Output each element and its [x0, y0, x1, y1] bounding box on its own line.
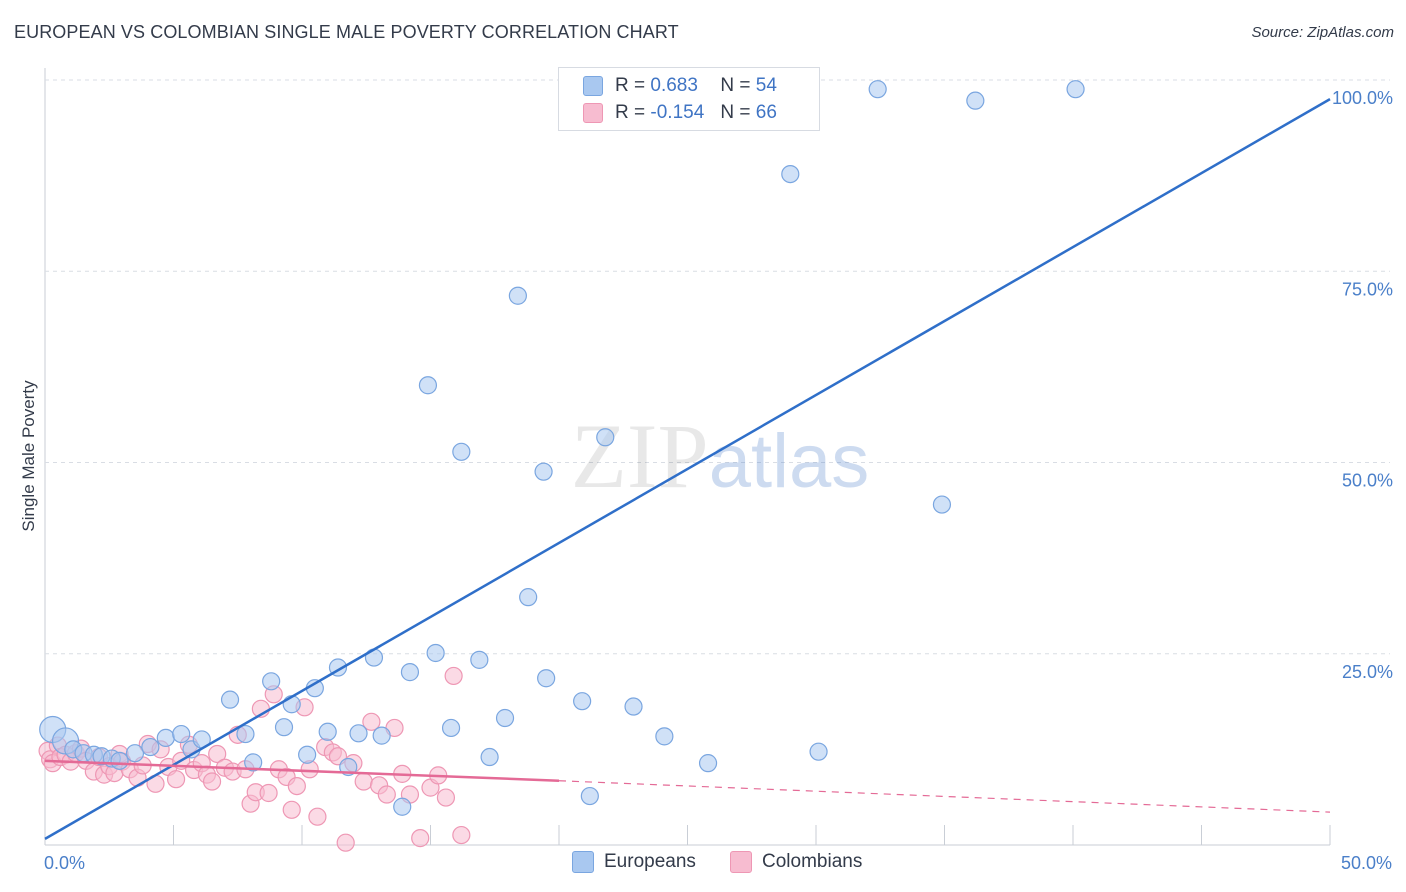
europeans-point — [393, 797, 412, 816]
europeans-point — [236, 724, 255, 744]
colombians-point — [354, 772, 373, 791]
x-axis-ticks — [173, 825, 1331, 845]
correlation-legend: R = 0.683 N = 54 R = -0.154 N = 66 — [558, 67, 820, 131]
colombians-point — [377, 785, 396, 804]
europeans-point — [426, 643, 445, 663]
colombians-point — [362, 712, 381, 731]
europeans-point — [282, 695, 301, 714]
europeans-point — [698, 754, 718, 773]
legend-n-value: 54 — [755, 75, 777, 96]
europeans-point — [932, 495, 952, 514]
colombians-point — [308, 807, 327, 826]
colombians-point — [259, 783, 278, 803]
europeans-point — [156, 728, 175, 748]
europeans-point — [495, 708, 515, 728]
colombians-label: Colombians — [762, 851, 863, 872]
bottom-legend-colombians: Colombians — [730, 851, 862, 873]
y-tick-label: 100.0% — [1332, 88, 1393, 108]
colombians-swatch — [583, 103, 603, 123]
y-tick-label: 50.0% — [1342, 471, 1393, 491]
europeans-point — [966, 91, 985, 110]
y-tick-label: 25.0% — [1342, 662, 1393, 682]
x-tick-label-max: 50.0% — [1341, 853, 1392, 873]
colombians-point — [166, 770, 186, 789]
europeans-point — [274, 718, 294, 737]
europeans-point — [418, 376, 438, 395]
europeans-point — [508, 286, 527, 305]
legend-n-value: 66 — [755, 102, 777, 123]
europeans-point — [372, 726, 391, 745]
europeans-point — [655, 727, 674, 746]
europeans-point — [298, 745, 317, 764]
europeans-point — [1066, 80, 1085, 99]
europeans-point — [220, 690, 240, 709]
europeans-trendline — [44, 98, 1331, 840]
colombians-point — [336, 833, 355, 852]
europeans-points — [39, 80, 1085, 816]
europeans-point — [125, 744, 145, 763]
chart-title: EUROPEAN VS COLOMBIAN SINGLE MALE POVERT… — [14, 22, 679, 42]
legend-r-label: R = — [615, 102, 646, 123]
europeans-point — [781, 164, 800, 184]
colombians-trendline-extension — [558, 780, 1331, 813]
colombians-point — [282, 800, 301, 819]
europeans-point — [262, 672, 281, 691]
trend-lines — [44, 98, 1331, 840]
europeans-point — [452, 442, 471, 461]
legend-row-europeans: R = 0.683 N = 54 — [583, 74, 777, 98]
europeans-point — [400, 663, 420, 682]
y-axis-label: Single Male Poverty — [19, 380, 38, 532]
europeans-point — [537, 669, 556, 688]
europeans-point — [580, 786, 599, 806]
colombians-point — [202, 772, 222, 791]
colombians-point — [436, 788, 456, 807]
europeans-point — [534, 462, 553, 481]
source-label: Source: ZipAtlas.com — [1251, 24, 1394, 41]
colombians-point — [452, 825, 471, 845]
legend-r-value: 0.683 — [650, 75, 698, 96]
europeans-label: Europeans — [604, 851, 696, 872]
europeans-point — [349, 724, 368, 743]
europeans-swatch — [572, 851, 594, 873]
europeans-point — [624, 697, 643, 716]
europeans-swatch — [583, 76, 603, 96]
europeans-point — [110, 751, 129, 770]
watermark: ZIPatlas — [571, 405, 870, 507]
europeans-point — [141, 737, 160, 757]
europeans-point — [868, 80, 887, 99]
europeans-point — [318, 722, 337, 741]
colombians-point — [411, 829, 430, 848]
legend-r-value: -0.154 — [650, 102, 705, 123]
colombians-trendline — [44, 759, 560, 782]
x-tick-label-min: 0.0% — [44, 853, 85, 873]
bottom-legend-europeans: Europeans — [572, 851, 696, 873]
colombians-point — [287, 776, 306, 796]
europeans-point — [470, 650, 489, 669]
y-tick-label: 75.0% — [1342, 279, 1393, 299]
europeans-point — [244, 753, 263, 772]
legend-n-label: N = — [720, 75, 751, 96]
legend-n-label: N = — [720, 102, 751, 123]
y-axis-tick-labels: 25.0% 50.0% 75.0% 100.0% — [1332, 88, 1393, 682]
europeans-point — [480, 747, 499, 767]
europeans-point — [809, 742, 828, 761]
europeans-point — [519, 588, 538, 607]
europeans-point — [441, 718, 461, 738]
colombians-point — [444, 666, 463, 686]
legend-row-colombians: R = -0.154 N = 66 — [583, 101, 777, 125]
europeans-point — [573, 692, 592, 711]
europeans-point — [172, 724, 191, 744]
colombians-swatch — [730, 851, 752, 873]
colombians-point — [208, 744, 227, 764]
legend-r-label: R = — [615, 75, 646, 96]
europeans-point — [596, 428, 615, 447]
